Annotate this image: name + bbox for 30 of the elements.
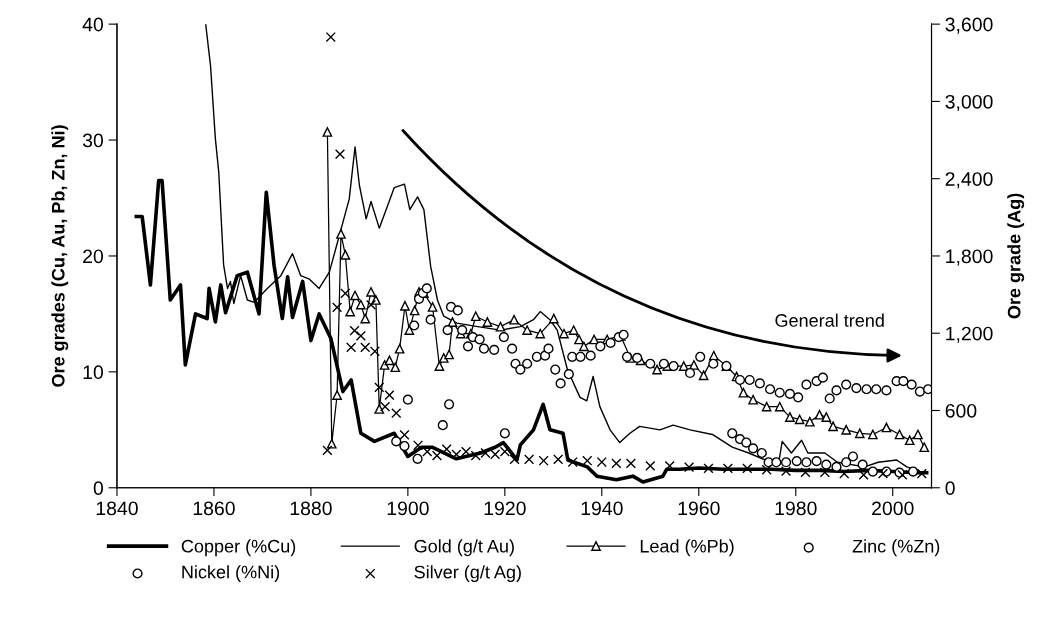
legend-label: Lead (%Pb) [640, 539, 734, 557]
x-tick-label: 1980 [775, 501, 817, 516]
y-tick-label: 20 [83, 249, 104, 264]
x-tick-label: 1960 [678, 501, 720, 516]
x-tick-label: 1880 [290, 501, 332, 516]
y2-axis-title: Ore grade (Ag) [1007, 193, 1025, 319]
y2-tick-label: 3,600 [945, 17, 993, 34]
legend-label: Silver (g/t Ag) [414, 565, 521, 582]
y2-tick-label: 0 [945, 481, 955, 496]
x-tick-label: 1920 [484, 501, 526, 516]
y-tick-label: 10 [83, 365, 104, 380]
annotation: General trend [775, 313, 884, 327]
x-tick-label: 1900 [387, 501, 429, 516]
y-axis-title: Ore grades (Cu, Au, Pb, Zn, Ni) [51, 125, 69, 387]
legend-label: Zinc (%Zn) [852, 539, 940, 557]
x-tick-label: 2000 [872, 501, 914, 516]
x-tick-label: 1940 [581, 501, 623, 516]
y2-tick-label: 3,000 [945, 94, 993, 111]
y2-tick-label: 2,400 [945, 172, 993, 189]
y2-tick-label: 1,200 [946, 326, 993, 343]
legend-label: Nickel (%Ni) [182, 565, 280, 582]
x-tick-label: 1860 [193, 501, 235, 516]
legend-label: Gold (g/t Au) [414, 539, 514, 557]
y-tick-label: 40 [82, 17, 104, 32]
y-tick-label: 30 [82, 133, 104, 148]
x-tick-label: 1840 [96, 501, 138, 516]
y2-tick-label: 1,800 [946, 249, 993, 266]
y-tick-label: 0 [93, 481, 104, 496]
legend-label: Copper (%Cu) [181, 539, 296, 557]
y2-tick-label: 600 [945, 403, 977, 418]
